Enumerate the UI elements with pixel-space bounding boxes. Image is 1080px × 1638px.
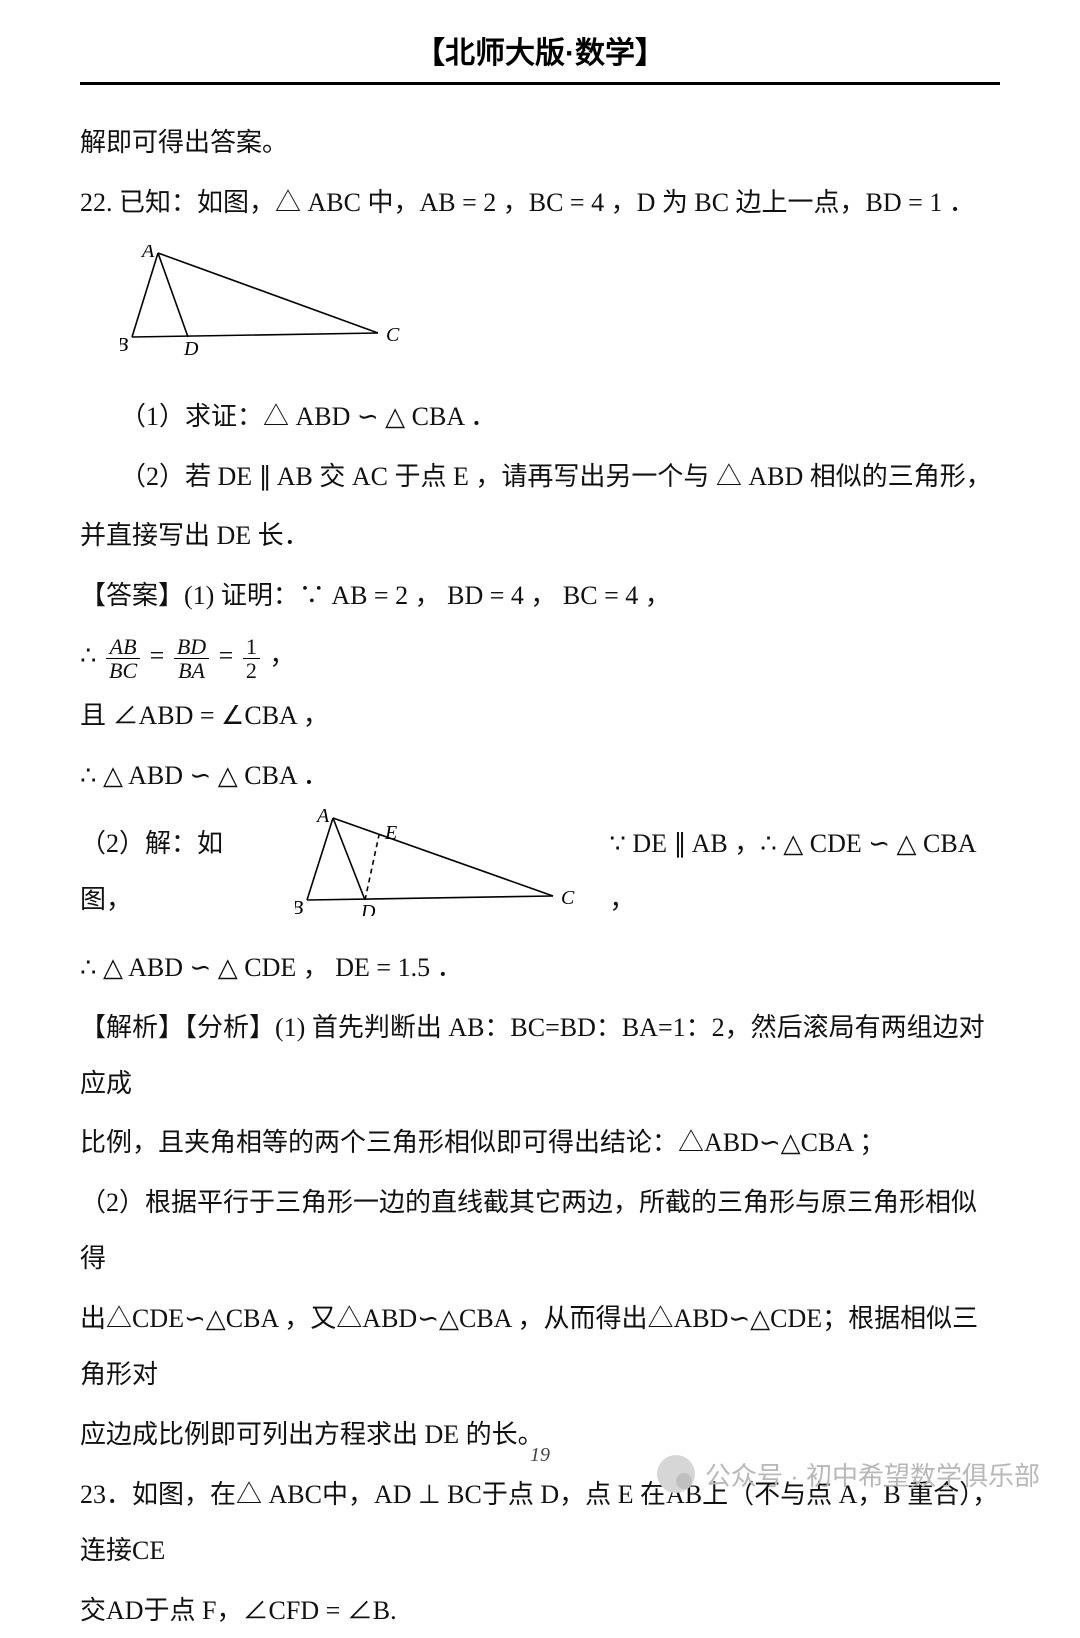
q22-stem: 22. 已知：如图，△ ABC 中，AB = 2 ，BC = 4 ，D 为 BC… — [80, 175, 1000, 231]
frac-den: BC — [106, 659, 140, 682]
therefore-symbol: ∴ — [80, 641, 97, 670]
frac-den: 2 — [243, 659, 260, 682]
watermark-text: 公众号 · 初中希望数学俱乐部 — [705, 1456, 1040, 1493]
frac-num: BD — [174, 635, 209, 659]
fraction-half: 1 2 — [243, 635, 260, 682]
comma: ， — [269, 641, 295, 670]
q22-answer-head: 【答案】(1) 证明：∵ AB = 2 ， BD = 4 ， BC = 4 ， — [80, 568, 1000, 624]
fraction-ab-bc: AB BC — [106, 635, 140, 682]
q22-figure-2: A B C D E — [295, 808, 585, 936]
watermark: 公众号 · 初中希望数学俱乐部 — [657, 1455, 1040, 1493]
equals-1: = — [150, 641, 171, 670]
triangle-abd-diagram: A B C D — [120, 245, 410, 355]
q22-conclude1: ∴ △ ABD ∽ △ CBA ． — [80, 748, 1000, 804]
q22-ratio-line: ∴ AB BC = BD BA = 1 2 ， — [80, 628, 1000, 684]
q23-line2: 交AD于点 F，∠CFD = ∠B. — [80, 1583, 1000, 1638]
q22-part2b: 并直接写出 DE 长． — [80, 508, 1000, 564]
svg-text:D: D — [183, 338, 199, 355]
frac-den: BA — [174, 659, 209, 682]
q22-figure-1: A B C D — [120, 245, 1000, 375]
q22-part2-mid: ∵ DE ∥ AB ，∴ △ CDE ∽ △ CBA ， — [609, 816, 1000, 928]
page-header: 【北师大版·数学】 — [80, 0, 1000, 82]
q22-analysis-4: 出△CDE∽△CBA ，又△ABD∽△CBA ，从而得出△ABD∽△CDE；根据… — [80, 1291, 1000, 1403]
svg-text:B: B — [295, 897, 303, 916]
prelude-text: 解即可得出答案。 — [80, 115, 1000, 171]
triangle-cde-diagram: A B C D E — [295, 808, 585, 916]
svg-text:E: E — [384, 822, 397, 844]
svg-text:C: C — [386, 324, 400, 346]
wechat-icon — [657, 1455, 695, 1493]
q22-part2-solution-row: （2）解：如图， A B C D E ∵ DE ∥ AB ，∴ △ CDE ∽ △ CB… — [80, 808, 1000, 936]
svg-text:A: A — [315, 808, 330, 827]
svg-text:A: A — [140, 245, 155, 262]
equals-2: = — [219, 641, 240, 670]
q22-part2-prefix: （2）解：如图， — [80, 816, 271, 928]
content-body: 解即可得出答案。 22. 已知：如图，△ ABC 中，AB = 2 ，BC = … — [80, 85, 1000, 1638]
q22-analysis-3: （2）根据平行于三角形一边的直线截其它两边，所截的三角形与原三角形相似得 — [80, 1175, 1000, 1287]
svg-text:B: B — [120, 334, 128, 355]
page: 【北师大版·数学】 解即可得出答案。 22. 已知：如图，△ ABC 中，AB … — [0, 0, 1080, 1527]
q22-conclude2: ∴ △ ABD ∽ △ CDE ， DE = 1.5 ． — [80, 940, 1000, 996]
q22-analysis-1: 【解析】【分析】(1) 首先判断出 AB：BC=BD：BA=1：2，然后滚局有两… — [80, 1000, 1000, 1112]
svg-text:C: C — [561, 887, 575, 909]
frac-num: 1 — [243, 635, 260, 659]
q22-part2a: （2）若 DE ∥ AB 交 AC 于点 E ，请再写出另一个与 △ ABD 相… — [80, 449, 1000, 505]
fraction-bd-ba: BD BA — [174, 635, 209, 682]
q22-part1: （1）求证：△ ABD ∽ △ CBA ． — [80, 389, 1000, 445]
q22-analysis-2: 比例，且夹角相等的两个三角形相似即可得出结论：△ABD∽△CBA ； — [80, 1115, 1000, 1171]
q22-angle-line: 且 ∠ABD = ∠CBA ， — [80, 688, 1000, 744]
svg-text:D: D — [360, 901, 376, 916]
frac-num: AB — [106, 635, 140, 659]
